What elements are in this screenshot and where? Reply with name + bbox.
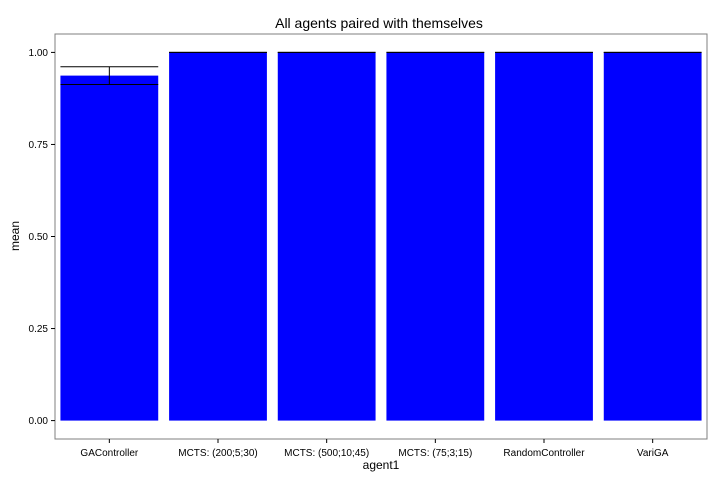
- bar-mcts-500-10-45: [277, 52, 376, 421]
- bar-variga: [603, 52, 702, 421]
- bar-mcts-200-5-30: [169, 52, 267, 421]
- y-tick-label: 0.25: [29, 324, 49, 335]
- y-tick-label: 0.50: [29, 232, 49, 243]
- bar-randomcontroller: [495, 52, 593, 421]
- x-tick-label-variga: VariGA: [637, 448, 669, 459]
- y-tick-label: 0.75: [29, 140, 49, 151]
- x-tick-label-mcts-200-5-30: MCTS: (200;5;30): [178, 448, 257, 459]
- y-axis-label: mean: [8, 221, 22, 251]
- x-tick-label-mcts-75-3-15: MCTS: (75;3;15): [398, 448, 472, 459]
- y-tick-label: 1.00: [29, 48, 49, 59]
- x-tick-label-gacontroller: GAController: [80, 448, 138, 459]
- x-axis-ticks: GAController MCTS: (200;5;30) MCTS: (500;1…: [80, 439, 669, 459]
- error-bars-group: [60, 51, 702, 85]
- bar-mcts-75-3-15: [386, 52, 485, 421]
- x-axis-label: agent1: [363, 458, 400, 472]
- bars-group: [60, 52, 702, 421]
- x-tick-label-mcts-500-10-45: MCTS: (500;10;45): [284, 448, 369, 459]
- chart-title: All agents paired with themselves: [275, 15, 483, 31]
- y-tick-label: 0.00: [29, 416, 49, 427]
- x-tick-label-randomcontroller: RandomController: [503, 448, 585, 459]
- error-bar-gacontroller: [60, 66, 159, 85]
- bar-gacontroller: [60, 75, 159, 421]
- y-axis-ticks: 0.00 0.25 0.50 0.75 1.00: [29, 48, 55, 427]
